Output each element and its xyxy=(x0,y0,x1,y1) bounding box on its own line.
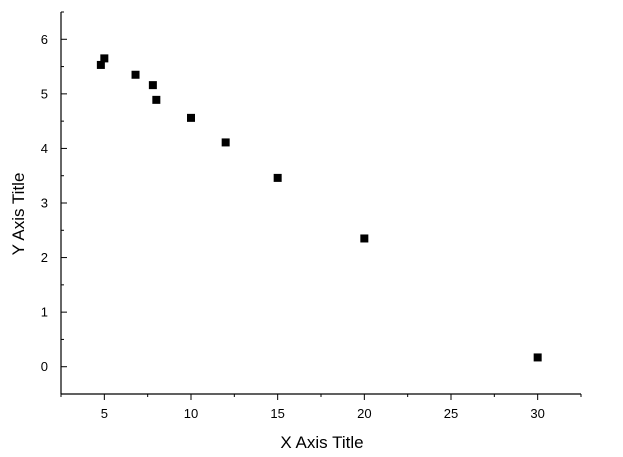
x-tick-label: 15 xyxy=(270,406,284,421)
y-tick-label: 3 xyxy=(41,196,48,211)
x-tick-label: 10 xyxy=(184,406,198,421)
data-point xyxy=(152,95,161,104)
data-point xyxy=(221,138,230,147)
data-point xyxy=(273,173,282,182)
y-axis-title: Y Axis Title xyxy=(9,173,28,256)
x-tick-label: 20 xyxy=(357,406,371,421)
x-axis-title: X Axis Title xyxy=(280,433,363,452)
data-point xyxy=(100,54,109,63)
data-point xyxy=(533,353,542,362)
y-tick-label: 0 xyxy=(41,359,48,374)
data-point xyxy=(360,234,369,243)
data-point xyxy=(148,81,157,90)
data-point xyxy=(131,70,140,79)
data-point xyxy=(187,113,195,122)
y-tick-label: 5 xyxy=(41,86,48,101)
x-tick-label: 5 xyxy=(101,406,108,421)
x-tick-label: 25 xyxy=(444,406,458,421)
axes: 0 1 2 3 4 5 6 5 10 15 20 25 30 xyxy=(41,11,582,421)
x-tick-label: 30 xyxy=(530,406,544,421)
data-point xyxy=(96,60,105,69)
y-tick-label: 1 xyxy=(41,305,48,320)
y-tick-label: 6 xyxy=(41,32,48,47)
data-points xyxy=(96,54,542,362)
y-tick-label: 2 xyxy=(41,250,48,265)
y-tick-label: 4 xyxy=(41,141,48,156)
